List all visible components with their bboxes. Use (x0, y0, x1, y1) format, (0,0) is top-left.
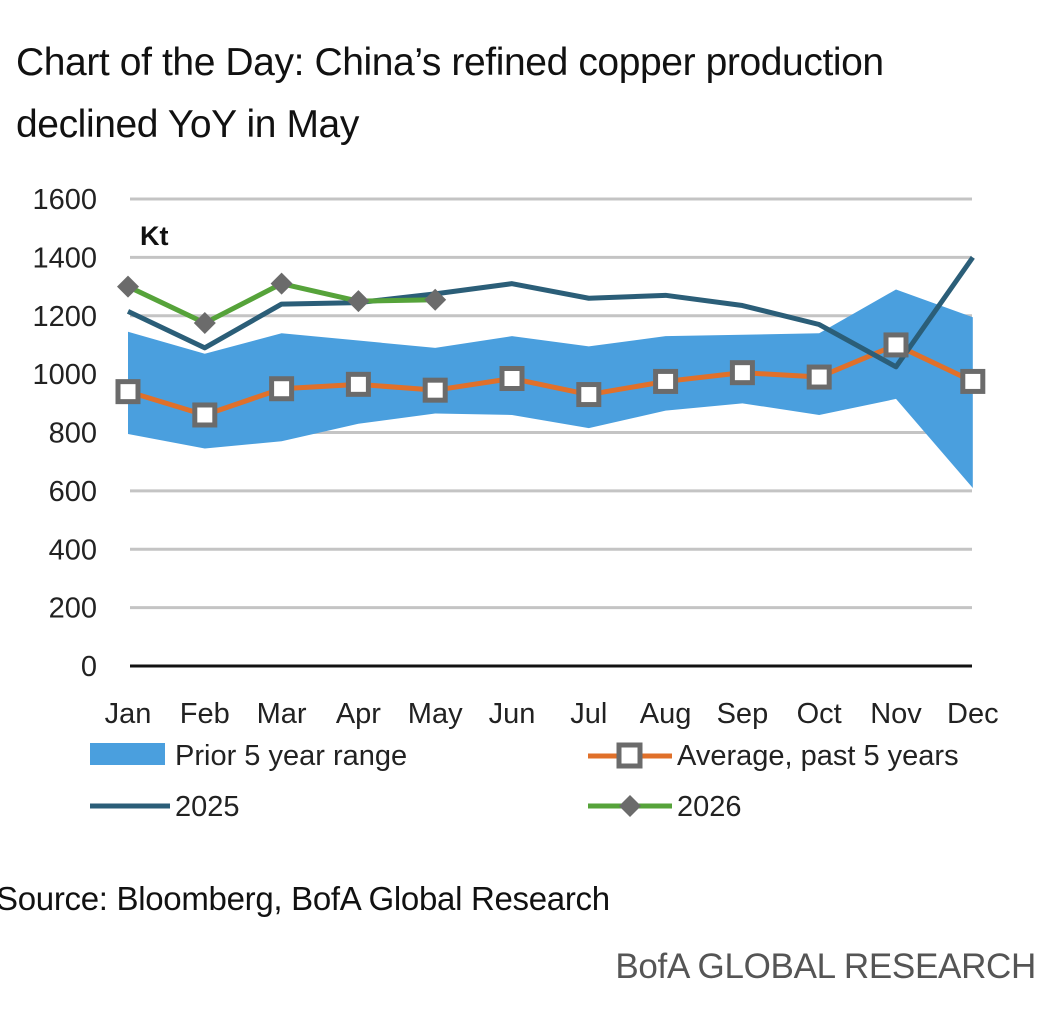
marker-average (422, 377, 448, 403)
x-tick-label: Feb (180, 698, 230, 730)
series-line-average (127, 342, 974, 418)
legend-label-range: Prior 5 year range (175, 740, 407, 772)
legend-item-range: Prior 5 year range (90, 740, 407, 772)
marker-average (269, 376, 295, 402)
marker-average (883, 332, 909, 358)
y-tick-label: 0 (81, 651, 97, 683)
legend-marker-average (616, 742, 643, 769)
y-tick-label: 400 (49, 534, 97, 566)
marker-average (960, 368, 986, 394)
legend-marker-2026 (619, 795, 641, 817)
marker-average (499, 366, 525, 392)
marker-average (653, 368, 679, 394)
chart-area: 0 200 400 600 800 1000 1200 1400 1600 Jan Feb Mar A… (32, 184, 999, 823)
marker-2026 (193, 312, 216, 335)
marker-average (576, 382, 602, 408)
legend-item-2026: 2026 (588, 791, 742, 823)
y-tick-label: 200 (49, 593, 97, 625)
series-line-2025 (126, 255, 975, 370)
unit-label: Kt (140, 221, 169, 251)
marker-2026 (347, 290, 370, 313)
marker-2026 (270, 272, 293, 295)
x-tick-label: Jan (105, 698, 152, 730)
x-tick-label: Apr (336, 698, 381, 730)
chart-title: Chart of the Day: China’s refined copper… (16, 41, 884, 146)
x-tick-label: Nov (870, 698, 922, 730)
y-tick-label: 600 (49, 476, 97, 508)
legend-label-average: Average, past 5 years (677, 740, 959, 772)
legend-swatch-range (90, 743, 165, 765)
series-markers (115, 272, 986, 428)
y-tick-label: 1600 (32, 184, 97, 216)
x-tick-label: Sep (717, 698, 769, 730)
x-tick-label: Aug (640, 698, 692, 730)
x-tick-label: Jun (489, 698, 536, 730)
marker-average (729, 360, 755, 386)
legend-label-2026: 2026 (677, 791, 742, 823)
x-tick-label: Mar (257, 698, 307, 730)
y-axis-ticks: 0 200 400 600 800 1000 1200 1400 1600 (32, 184, 97, 683)
x-axis-ticks: Jan Feb Mar Apr May Jun Jul Aug Sep Oct Nov Dec (105, 698, 999, 730)
y-tick-label: 1000 (32, 359, 97, 391)
legend-item-2025: 2025 (90, 791, 240, 823)
y-tick-label: 800 (49, 418, 97, 450)
legend-item-average: Average, past 5 years (588, 740, 959, 772)
legend-label-2025: 2025 (175, 791, 240, 823)
x-tick-label: Jul (570, 698, 607, 730)
marker-average (115, 379, 141, 405)
source-note: Source: Bloomberg, BofA Global Research (0, 880, 610, 917)
marker-average (192, 402, 218, 428)
legend: Prior 5 year range Average, past 5 years… (90, 740, 959, 823)
x-tick-label: Oct (797, 698, 842, 730)
y-tick-label: 1200 (32, 301, 97, 333)
marker-average (345, 371, 371, 397)
brand-label: BofA GLOBAL RESEARCH (615, 947, 1036, 986)
x-tick-label: May (408, 698, 463, 730)
marker-2026 (424, 288, 447, 311)
x-tick-label: Dec (947, 698, 999, 730)
y-tick-label: 1400 (32, 242, 97, 274)
marker-2026 (117, 275, 139, 298)
marker-average (806, 364, 832, 390)
